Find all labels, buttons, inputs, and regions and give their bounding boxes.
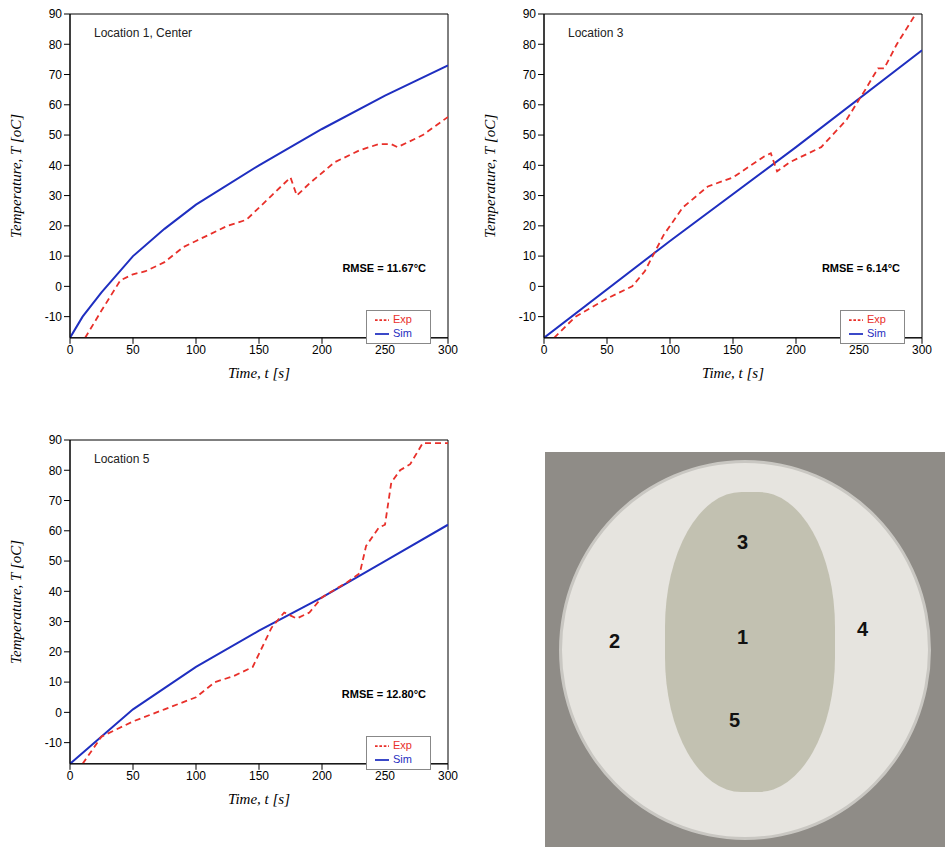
svg-text:250: 250	[375, 769, 395, 783]
svg-text:0: 0	[529, 280, 536, 294]
html-text:Exp: Exp	[867, 312, 886, 325]
svg-text:200: 200	[312, 769, 332, 783]
svg-text:50: 50	[126, 769, 140, 783]
svg-text:80: 80	[49, 38, 63, 52]
svg-text:30: 30	[49, 615, 63, 629]
svg-text:-10: -10	[45, 310, 63, 324]
html-text:Location 1, Center: Location 1, Center	[94, 26, 193, 40]
html-text:Exp: Exp	[393, 312, 412, 325]
svg-text:60: 60	[523, 98, 537, 112]
svg-text:-10: -10	[45, 736, 63, 750]
svg-text:250: 250	[375, 343, 395, 357]
svg-text:0: 0	[55, 280, 62, 294]
svg-text:Temperature, T [oC]: Temperature, T [oC]	[482, 114, 498, 238]
html-text:Location 5: Location 5	[94, 452, 150, 466]
svg-text:10: 10	[523, 249, 537, 263]
html-text:RMSE = 6.14°C: RMSE = 6.14°C	[821, 262, 900, 274]
svg-text:20: 20	[523, 219, 537, 233]
svg-text:50: 50	[523, 128, 537, 142]
svg-text:150: 150	[249, 769, 269, 783]
html-text:Sim: Sim	[393, 752, 412, 765]
svg-text:10: 10	[49, 249, 63, 263]
svg-text:50: 50	[49, 554, 63, 568]
svg-text:90: 90	[49, 433, 63, 447]
svg-text:300: 300	[912, 343, 932, 357]
html-text:5: 5	[729, 708, 741, 731]
html-text:3: 3	[737, 531, 749, 553]
html-text:1: 1	[737, 625, 749, 648]
svg-text:Time, t [s]: Time, t [s]	[228, 365, 290, 381]
svg-text:80: 80	[523, 38, 537, 52]
svg-text:80: 80	[49, 464, 63, 478]
svg-text:0: 0	[55, 706, 62, 720]
svg-text:70: 70	[49, 68, 63, 82]
svg-text:10: 10	[49, 675, 63, 689]
svg-text:0: 0	[541, 343, 548, 357]
svg-text:40: 40	[49, 585, 63, 599]
svg-text:150: 150	[249, 343, 269, 357]
svg-text:Temperature, T [oC]: Temperature, T [oC]	[8, 114, 24, 238]
svg-text:40: 40	[49, 159, 63, 173]
svg-text:Temperature, T [oC]: Temperature, T [oC]	[8, 540, 24, 664]
svg-text:50: 50	[600, 343, 614, 357]
svg-text:40: 40	[523, 159, 537, 173]
svg-text:30: 30	[523, 189, 537, 203]
html-text:Exp: Exp	[393, 738, 412, 751]
svg-text:20: 20	[49, 219, 63, 233]
svg-text:70: 70	[523, 68, 537, 82]
svg-text:100: 100	[186, 769, 206, 783]
svg-text:100: 100	[660, 343, 680, 357]
html-text:Location 3: Location 3	[568, 26, 624, 40]
svg-text:30: 30	[49, 189, 63, 203]
svg-text:50: 50	[126, 343, 140, 357]
svg-text:300: 300	[438, 769, 458, 783]
svg-text:200: 200	[786, 343, 806, 357]
svg-text:Time, t [s]: Time, t [s]	[228, 791, 290, 807]
svg-text:50: 50	[49, 128, 63, 142]
svg-text:90: 90	[523, 7, 537, 21]
svg-text:0: 0	[67, 769, 74, 783]
svg-text:300: 300	[438, 343, 458, 357]
html-text:Sim: Sim	[867, 326, 886, 339]
svg-text:-10: -10	[519, 310, 537, 324]
html-text:2: 2	[609, 629, 621, 652]
svg-text:90: 90	[49, 7, 63, 21]
svg-text:200: 200	[312, 343, 332, 357]
svg-text:60: 60	[49, 98, 63, 112]
html-text:RMSE = 11.67°C: RMSE = 11.67°C	[342, 262, 426, 274]
svg-text:100: 100	[186, 343, 206, 357]
svg-text:20: 20	[49, 645, 63, 659]
html-text:Sim: Sim	[393, 326, 412, 339]
svg-text:Time, t [s]: Time, t [s]	[702, 365, 764, 381]
svg-text:0: 0	[67, 343, 74, 357]
svg-text:150: 150	[723, 343, 743, 357]
html-text:4: 4	[857, 617, 869, 640]
svg-text:70: 70	[49, 494, 63, 508]
html-text:RMSE = 12.80°C: RMSE = 12.80°C	[341, 688, 426, 700]
svg-text:250: 250	[849, 343, 869, 357]
svg-text:60: 60	[49, 524, 63, 538]
